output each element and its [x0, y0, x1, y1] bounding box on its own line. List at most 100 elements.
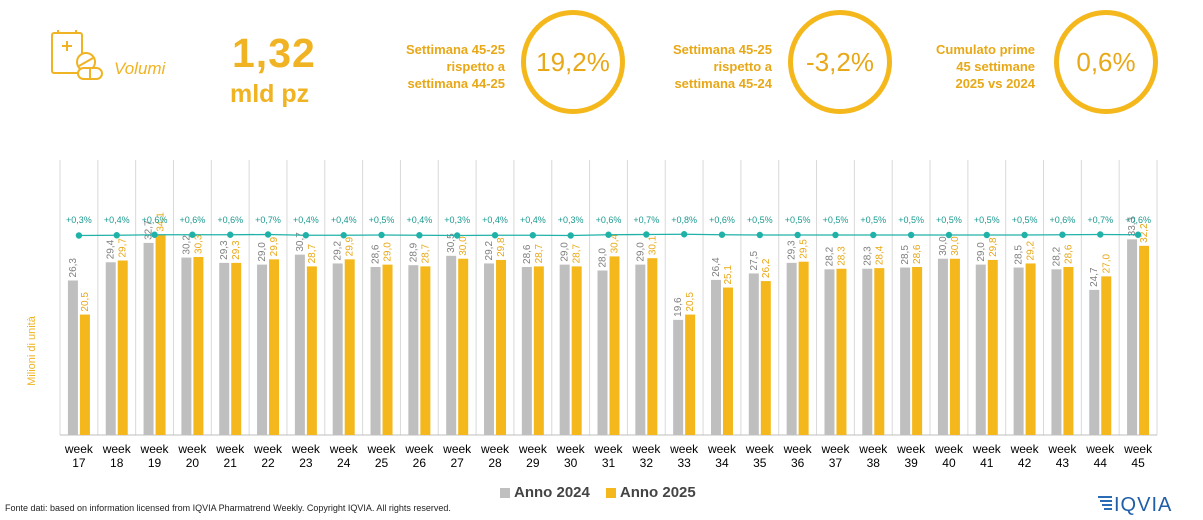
- growth-label: +0,6%: [217, 215, 243, 225]
- bar-2025: [117, 260, 128, 435]
- bar-2025: [382, 264, 393, 435]
- bar-value-label-2024: 29,3: [787, 240, 798, 260]
- growth-label: +0,8%: [671, 215, 697, 225]
- bar-value-label-2025: 29,9: [269, 236, 280, 256]
- bar-value-label-2024: 28,0: [598, 248, 609, 268]
- bar-2024: [1013, 267, 1024, 435]
- bar-2025: [496, 259, 507, 435]
- bar-2024: [1127, 239, 1138, 435]
- bar-value-label-2025: 28,7: [572, 243, 583, 263]
- growth-point: [832, 231, 839, 239]
- category-label: week 24: [329, 442, 359, 470]
- growth-label: +0,4%: [406, 215, 432, 225]
- category-label: week 37: [820, 442, 850, 470]
- category-label: week 32: [631, 442, 661, 470]
- bar-2025: [1101, 276, 1112, 435]
- bar-2024: [710, 279, 721, 435]
- category-label: week 30: [556, 442, 586, 470]
- bar-value-label-2024: 30,5: [446, 233, 457, 253]
- bar-2024: [786, 262, 797, 435]
- bar-2024: [370, 266, 381, 435]
- bar-value-label-2024: 27,5: [749, 251, 760, 271]
- bar-value-label-2024: 24,7: [1089, 267, 1100, 287]
- bar-2025: [722, 287, 733, 435]
- stat-3-line-1: Cumulato prime: [936, 42, 1035, 57]
- volume-value: 1,32: [232, 30, 316, 76]
- growth-label: +0,4%: [104, 215, 130, 225]
- bar-2025: [269, 259, 280, 435]
- bar-value-label-2024: 29,0: [976, 242, 987, 262]
- bar-2025: [231, 262, 242, 435]
- bar-2024: [521, 266, 532, 435]
- growth-label: +0,4%: [482, 215, 508, 225]
- bar-2025: [949, 258, 960, 435]
- bar-2024: [900, 267, 911, 435]
- bar-value-label-2025: 28,7: [307, 243, 318, 263]
- bar-value-label-2024: 26,3: [68, 258, 79, 278]
- category-label: week 33: [669, 442, 699, 470]
- stat-3-value: 0,6%: [1076, 46, 1136, 77]
- bar-value-label-2025: 28,6: [1063, 244, 1074, 264]
- bar-value-label-2024: 28,2: [1051, 246, 1062, 266]
- growth-point: [453, 232, 461, 239]
- growth-point: [907, 231, 915, 239]
- legend-label-2024: Anno 2024: [514, 484, 590, 501]
- growth-label: +0,3%: [444, 215, 470, 225]
- bar-2025: [1025, 263, 1036, 435]
- bar-value-label-2025: 28,7: [420, 243, 431, 263]
- bar-2025: [306, 266, 317, 435]
- bar-2024: [673, 319, 684, 435]
- growth-point: [189, 231, 196, 238]
- bar-value-label-2024: 29,0: [560, 242, 571, 262]
- stat-1-value: 19,2%: [536, 46, 610, 77]
- growth-label: +0,6%: [1050, 215, 1076, 225]
- bar-value-label-2025: 29,2: [1026, 241, 1037, 261]
- bar-2024: [143, 242, 154, 435]
- bar-value-label-2024: 29,3: [219, 240, 230, 260]
- chart-legend: Anno 2024 Anno 2025: [500, 484, 696, 501]
- iqvia-logo: IQVIA: [1098, 491, 1198, 516]
- growth-label: +0,5%: [974, 215, 1000, 225]
- volumi-label: Volumi: [114, 59, 166, 78]
- category-label: week 27: [442, 442, 472, 470]
- growth-point: [378, 231, 385, 239]
- bar-2024: [408, 265, 419, 435]
- growth-label: +0,4%: [520, 215, 546, 225]
- growth-point: [794, 231, 801, 239]
- growth-label: +0,7%: [1087, 215, 1113, 225]
- category-label: week 17: [64, 442, 94, 470]
- bar-2025: [533, 266, 544, 435]
- category-label: week 42: [1010, 442, 1040, 470]
- bar-value-label-2025: 29,5: [799, 239, 810, 259]
- category-label: week 36: [783, 442, 813, 470]
- bar-2025: [987, 259, 998, 435]
- bar-2024: [635, 264, 646, 435]
- stat-1-line-1: Settimana 45-25: [406, 42, 505, 57]
- stat-2-line-2: rispetto a: [713, 59, 772, 74]
- bar-value-label-2024: 29,2: [484, 241, 495, 261]
- bar-2024: [257, 264, 268, 435]
- category-label: week 25: [367, 442, 397, 470]
- stat-3-circle: 0,6%: [1054, 10, 1158, 114]
- bar-value-label-2025: 25,1: [723, 265, 734, 285]
- bar-2024: [937, 258, 948, 435]
- bar-value-label-2024: 28,6: [522, 244, 533, 264]
- growth-label: +0,5%: [936, 215, 962, 225]
- growth-point: [1134, 231, 1142, 238]
- bar-2025: [420, 266, 431, 435]
- stat-2-value: -3,2%: [806, 46, 874, 77]
- bar-value-label-2025: 30,1: [647, 235, 658, 255]
- bar-2025: [609, 256, 620, 435]
- bar-2024: [975, 264, 986, 435]
- svg-text:IQVIA: IQVIA: [1114, 494, 1172, 515]
- category-label: week 26: [404, 442, 434, 470]
- category-label: week 41: [972, 442, 1002, 470]
- growth-point: [718, 231, 726, 238]
- category-label: week 31: [593, 442, 623, 470]
- bar-value-label-2024: 28,3: [862, 246, 873, 266]
- bar-2024: [181, 257, 192, 435]
- bar-2025: [571, 266, 582, 435]
- growth-point: [983, 231, 990, 239]
- bar-value-label-2025: 30,0: [458, 236, 469, 256]
- growth-label: +0,5%: [1012, 215, 1038, 225]
